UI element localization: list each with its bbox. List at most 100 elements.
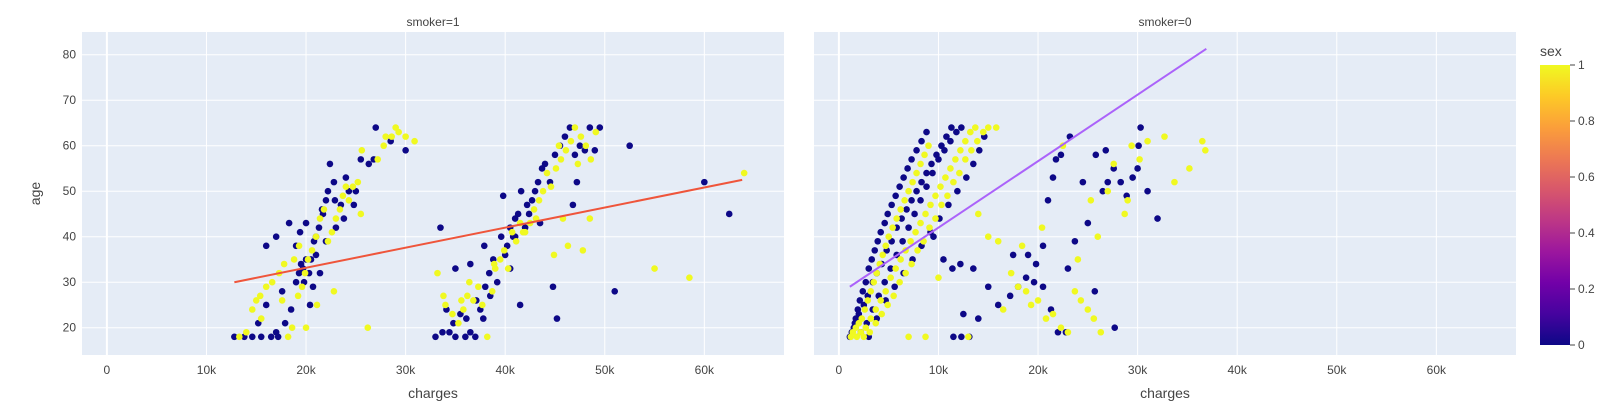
data-point <box>1039 283 1047 291</box>
data-point <box>571 124 579 131</box>
data-point <box>302 219 310 227</box>
data-point <box>382 133 390 140</box>
data-point <box>322 197 330 204</box>
data-point <box>861 306 869 313</box>
data-point <box>302 324 310 332</box>
data-point <box>525 210 533 218</box>
trendline <box>849 48 1207 288</box>
data-point <box>872 306 880 313</box>
data-point <box>472 333 479 341</box>
data-point <box>950 178 957 186</box>
data-point <box>972 124 979 131</box>
data-point <box>872 319 880 327</box>
data-point <box>686 274 693 281</box>
data-point <box>1124 197 1131 204</box>
data-point <box>566 124 574 131</box>
data-point <box>372 124 380 131</box>
data-point <box>967 128 974 136</box>
x-tick-label: 0 <box>836 363 843 377</box>
data-point <box>479 315 487 322</box>
data-point <box>974 210 982 218</box>
x-tick-label: 60k <box>695 363 715 377</box>
data-point <box>579 247 587 254</box>
data-point <box>541 160 549 168</box>
data-point <box>285 219 293 227</box>
x-tick-label: 30k <box>396 363 416 377</box>
data-point <box>1052 156 1060 163</box>
data-point <box>514 210 522 218</box>
data-point <box>942 174 949 181</box>
data-point <box>868 256 876 263</box>
data-point <box>587 156 595 163</box>
data-point <box>504 265 512 272</box>
data-point <box>496 256 504 263</box>
data-point <box>948 124 955 131</box>
data-point <box>1202 146 1209 154</box>
data-point <box>882 288 889 295</box>
data-point <box>956 169 963 177</box>
data-point <box>900 174 907 181</box>
data-point <box>962 137 969 145</box>
plot-area <box>82 32 784 355</box>
data-point <box>342 183 350 190</box>
data-point <box>873 269 881 277</box>
data-point <box>947 137 954 145</box>
data-point <box>446 328 453 336</box>
data-point <box>248 306 256 313</box>
data-point <box>464 292 471 300</box>
data-point <box>1136 156 1143 163</box>
data-point <box>1161 133 1168 140</box>
data-point <box>970 160 977 168</box>
data-point <box>1104 178 1112 186</box>
data-point <box>350 201 358 209</box>
data-point <box>467 260 474 268</box>
data-point <box>898 215 905 222</box>
data-point <box>1087 197 1095 204</box>
data-point <box>1110 160 1118 168</box>
data-point <box>853 333 861 341</box>
data-point <box>891 283 898 291</box>
data-point <box>1092 151 1100 159</box>
data-point <box>937 183 944 190</box>
data-point <box>1077 297 1085 304</box>
data-point <box>908 197 915 204</box>
data-point <box>701 178 708 186</box>
data-point <box>904 165 911 172</box>
data-point <box>330 288 338 295</box>
data-point <box>257 333 265 341</box>
data-point <box>242 328 250 336</box>
data-point <box>994 237 1002 245</box>
y-tick-label: 60 <box>63 139 77 153</box>
panel-2: 0 10k 20k 30k 40k 50k 60k smoker=0 charges <box>814 15 1516 401</box>
data-point <box>925 142 932 150</box>
y-tick-label: 80 <box>63 48 77 62</box>
data-point <box>947 165 954 172</box>
data-point <box>278 288 286 295</box>
data-point <box>284 333 292 341</box>
data-point <box>626 142 633 150</box>
data-point <box>1071 288 1079 295</box>
data-point <box>591 146 599 154</box>
data-point <box>339 192 347 200</box>
data-point <box>523 201 531 209</box>
data-point <box>1102 146 1110 154</box>
data-point <box>999 306 1007 313</box>
data-point <box>411 137 418 145</box>
data-point <box>862 324 870 332</box>
data-point <box>1049 310 1057 318</box>
data-point <box>862 278 870 286</box>
data-point <box>1034 297 1042 304</box>
data-point <box>380 142 388 150</box>
data-point <box>1171 178 1178 186</box>
data-point <box>306 301 314 309</box>
data-point <box>865 265 873 272</box>
data-point <box>899 237 906 245</box>
data-point <box>1032 260 1040 268</box>
data-point <box>943 133 950 140</box>
data-point <box>571 151 579 159</box>
data-point <box>312 251 320 259</box>
data-point <box>907 237 914 245</box>
data-point <box>395 128 402 136</box>
data-point <box>968 146 975 154</box>
